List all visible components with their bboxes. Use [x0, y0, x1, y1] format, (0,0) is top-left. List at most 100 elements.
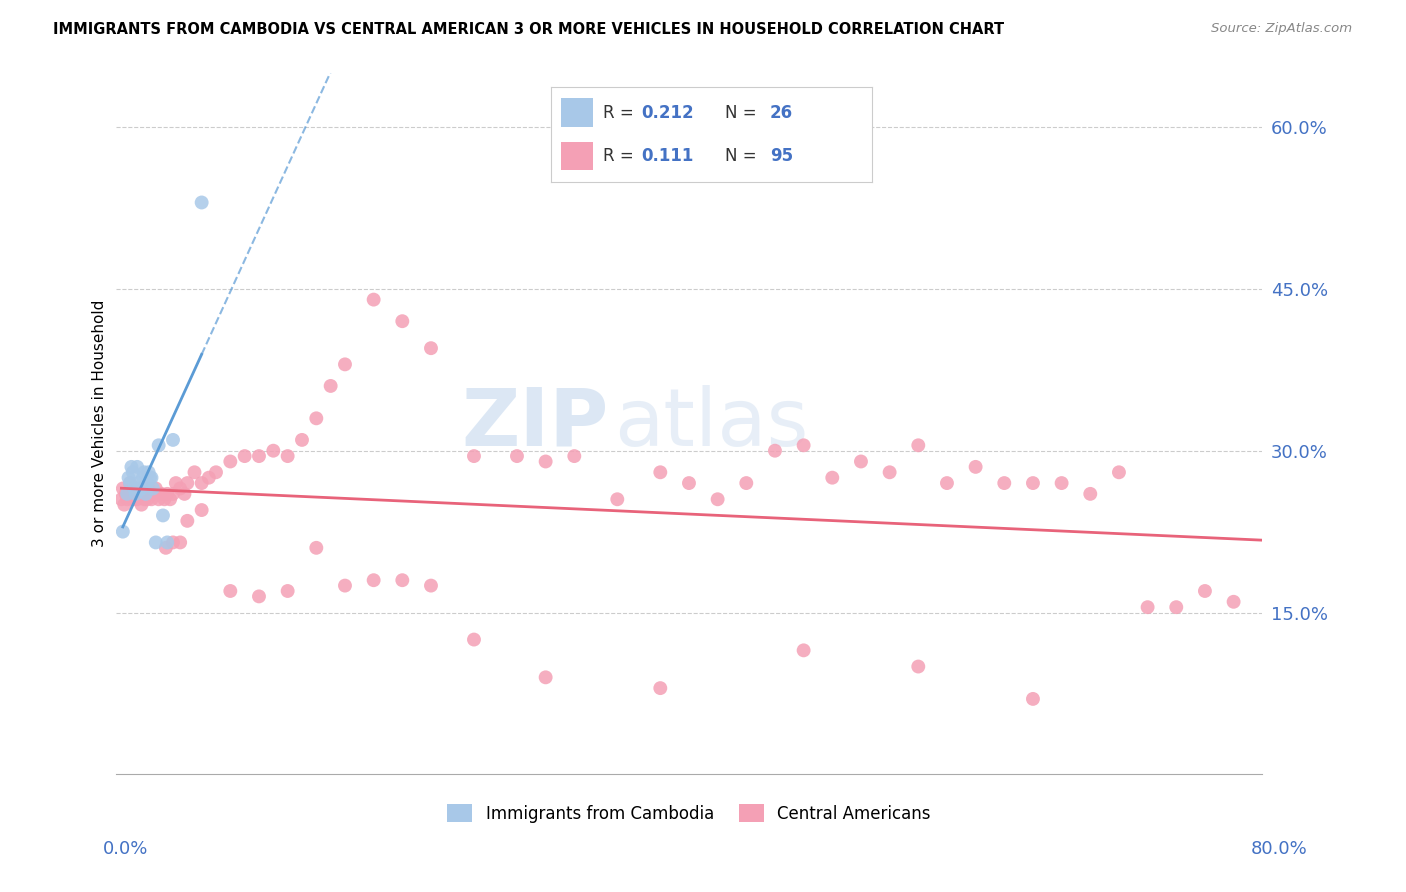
Point	[120, 459, 142, 474]
Point	[141, 492, 163, 507]
Point	[134, 465, 156, 479]
Point	[135, 487, 157, 501]
Point	[183, 465, 205, 479]
Point	[148, 438, 170, 452]
Point	[190, 195, 212, 210]
Point	[363, 573, 385, 587]
Point	[463, 632, 485, 647]
Point	[153, 492, 176, 507]
Point	[562, 449, 585, 463]
Point	[115, 487, 138, 501]
Legend: Immigrants from Cambodia, Central Americans: Immigrants from Cambodia, Central Americ…	[440, 797, 938, 830]
Point	[118, 476, 141, 491]
Point	[1222, 595, 1244, 609]
Point	[277, 584, 299, 599]
Point	[111, 482, 134, 496]
Point	[420, 341, 443, 355]
Point	[706, 492, 728, 507]
Point	[1136, 600, 1159, 615]
Point	[219, 454, 242, 468]
Point	[118, 476, 141, 491]
Point	[420, 579, 443, 593]
Point	[277, 449, 299, 463]
Point	[363, 293, 385, 307]
Point	[120, 482, 142, 496]
Point	[139, 487, 162, 501]
Point	[821, 471, 844, 485]
Point	[138, 482, 160, 496]
Point	[793, 643, 815, 657]
Point	[156, 487, 179, 501]
Point	[169, 482, 191, 496]
Point	[132, 482, 155, 496]
Point	[606, 492, 628, 507]
Point	[1050, 476, 1073, 491]
Point	[849, 454, 872, 468]
Point	[129, 482, 152, 496]
Point	[534, 670, 557, 684]
Point	[219, 584, 242, 599]
Point	[534, 454, 557, 468]
Point	[907, 659, 929, 673]
Point	[291, 433, 314, 447]
Point	[190, 503, 212, 517]
Point	[678, 476, 700, 491]
Point	[333, 357, 356, 371]
Point	[124, 482, 146, 496]
Point	[112, 498, 135, 512]
Text: 80.0%: 80.0%	[1251, 840, 1308, 858]
Point	[650, 681, 672, 695]
Point	[142, 487, 165, 501]
Point	[190, 476, 212, 491]
Point	[305, 411, 328, 425]
Point	[136, 476, 159, 491]
Text: Source: ZipAtlas.com: Source: ZipAtlas.com	[1212, 22, 1353, 36]
Point	[506, 449, 529, 463]
Point	[145, 535, 167, 549]
Point	[305, 541, 328, 555]
Point	[155, 541, 177, 555]
Point	[129, 482, 152, 496]
Point	[150, 487, 173, 501]
Point	[165, 476, 187, 491]
Point	[176, 476, 198, 491]
Point	[110, 492, 132, 507]
Point	[121, 492, 143, 507]
Text: ZIP: ZIP	[461, 384, 609, 463]
Point	[169, 535, 191, 549]
Point	[793, 438, 815, 452]
Point	[1108, 465, 1130, 479]
Point	[1194, 584, 1216, 599]
Point	[134, 492, 156, 507]
Point	[115, 492, 138, 507]
Point	[117, 487, 139, 501]
Point	[117, 471, 139, 485]
Point	[879, 465, 901, 479]
Point	[131, 482, 153, 496]
Text: IMMIGRANTS FROM CAMBODIA VS CENTRAL AMERICAN 3 OR MORE VEHICLES IN HOUSEHOLD COR: IMMIGRANTS FROM CAMBODIA VS CENTRAL AMER…	[53, 22, 1004, 37]
Point	[142, 482, 165, 496]
Point	[131, 498, 153, 512]
Point	[391, 314, 413, 328]
Point	[735, 476, 758, 491]
Point	[233, 449, 256, 463]
Point	[205, 465, 228, 479]
Point	[152, 508, 174, 523]
Point	[125, 482, 148, 496]
Point	[128, 487, 150, 501]
Point	[156, 535, 179, 549]
Point	[145, 482, 167, 496]
Point	[148, 492, 170, 507]
Point	[907, 438, 929, 452]
Point	[1022, 692, 1045, 706]
Point	[138, 465, 160, 479]
Point	[650, 465, 672, 479]
Point	[1022, 476, 1045, 491]
Point	[247, 449, 270, 463]
Point	[127, 459, 149, 474]
Point	[121, 465, 143, 479]
Point	[162, 487, 184, 501]
Text: atlas: atlas	[614, 384, 808, 463]
Point	[965, 459, 987, 474]
Point	[391, 573, 413, 587]
